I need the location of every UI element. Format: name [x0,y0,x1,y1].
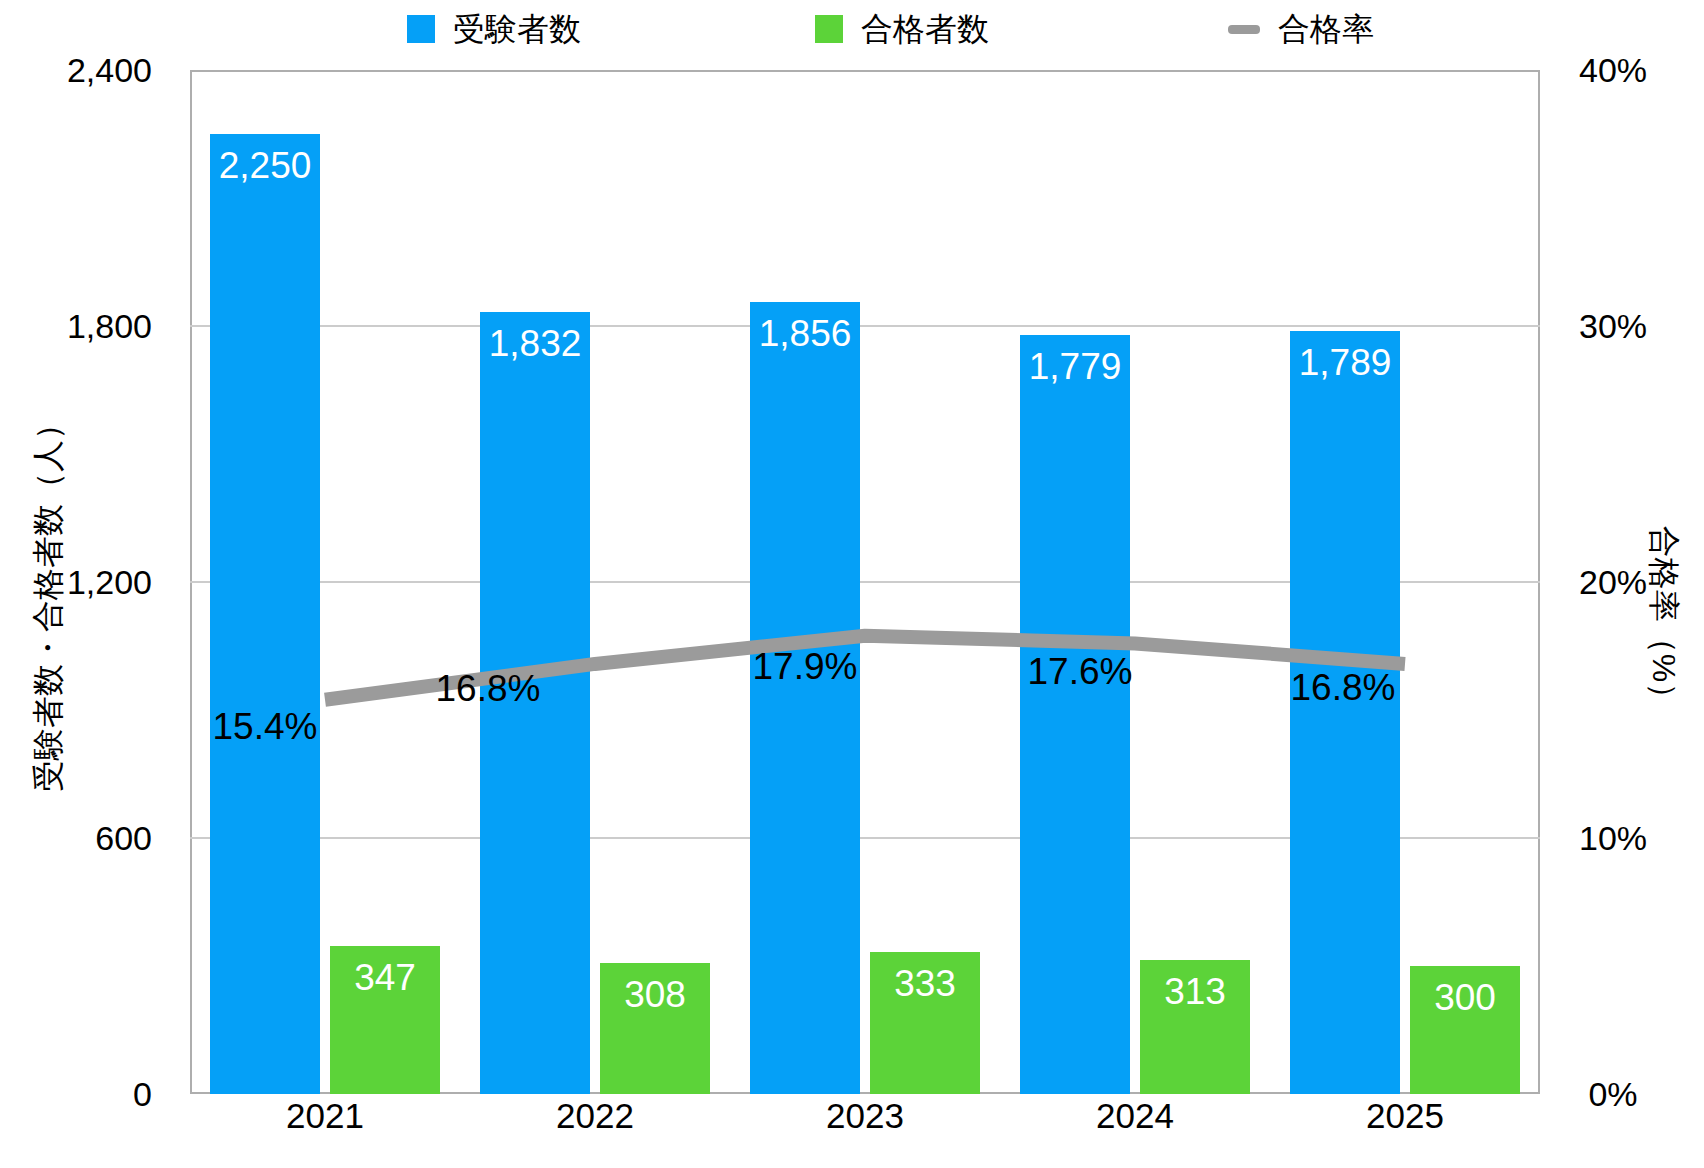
left-axis-tick: 0 [133,1077,152,1111]
legend-dash-icon [1228,25,1260,34]
legend-square-icon [407,15,435,43]
bar-value-label: 333 [894,965,956,1002]
legend-item-3: 合格率 [1228,12,1374,46]
bar-受験者数-2023 [750,302,860,1094]
rate-label: 16.8% [436,669,541,706]
rate-label: 17.6% [1028,653,1133,690]
left-axis-title: 受験者数・合格者数（人） [32,408,64,792]
right-axis-tick: 20% [1579,565,1647,599]
bar-value-label: 308 [624,976,686,1013]
bar-value-label: 1,856 [759,315,852,352]
right-axis-tick: 10% [1579,821,1647,855]
left-axis-tick: 1,800 [67,309,152,343]
right-axis-tick: 30% [1579,309,1647,343]
legend-square-icon [815,15,843,43]
bar-受験者数-2021 [210,134,320,1094]
bar-value-label: 1,779 [1029,348,1122,385]
bar-value-label: 1,789 [1299,344,1392,381]
bar-value-label: 347 [354,959,416,996]
left-axis-tick: 1,200 [67,565,152,599]
combo-chart: 受験者数 合格者数 合格率 2,400 40% 1,800 30% 1,200 20% 600 1… [0,0,1704,1168]
right-axis-title: 合格率（%） [1648,526,1680,714]
x-axis-label: 2021 [286,1098,364,1133]
x-axis-label: 2022 [556,1098,634,1133]
rate-label: 15.4% [213,707,318,744]
bar-value-label: 1,832 [489,325,582,362]
x-axis-label: 2024 [1096,1098,1174,1133]
bar-value-label: 313 [1164,973,1226,1010]
legend-label: 受験者数 [453,13,581,45]
legend-label: 合格者数 [861,13,989,45]
bar-value-label: 2,250 [219,147,312,184]
legend-item-2: 合格者数 [815,12,989,46]
gridline [190,325,1540,327]
bar-受験者数-2024 [1020,335,1130,1094]
legend-label: 合格率 [1278,13,1374,45]
x-axis-label: 2025 [1366,1098,1444,1133]
bar-受験者数-2025 [1290,331,1400,1094]
bar-value-label: 300 [1434,979,1496,1016]
x-axis-label: 2023 [826,1098,904,1133]
right-axis-tick: 0% [1588,1077,1637,1111]
legend-item-1: 受験者数 [407,12,581,46]
left-axis-tick: 600 [95,821,152,855]
right-axis-tick: 40% [1579,53,1647,87]
rate-label: 16.8% [1291,668,1396,705]
rate-label: 17.9% [753,647,858,684]
left-axis-tick: 2,400 [67,53,152,87]
